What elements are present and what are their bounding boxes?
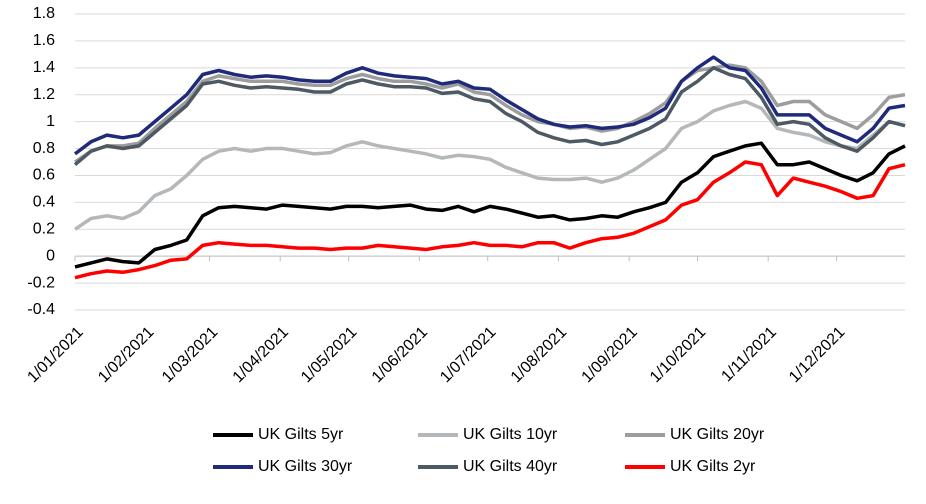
x-tick-label: 1/06/2021 [369, 324, 431, 386]
x-tick-label: 1/02/2021 [95, 324, 157, 386]
legend-label: UK Gilts 2yr [670, 458, 756, 475]
series-line [74, 99, 906, 231]
legend-label: UK Gilts 10yr [463, 426, 558, 443]
x-tick-label: 1/03/2021 [159, 324, 221, 386]
y-tick-label: 1.2 [33, 86, 55, 103]
x-tick-label: 1/09/2021 [579, 324, 641, 386]
legend-label: UK Gilts 30yr [258, 458, 353, 475]
y-tick-label: 0.4 [33, 194, 55, 211]
series-line [73, 55, 906, 156]
x-tick-label: 1/05/2021 [298, 324, 360, 386]
series-line [73, 66, 906, 167]
x-tick-label: 1/07/2021 [437, 324, 499, 386]
series-line [74, 63, 906, 164]
y-tick-label: -0.2 [27, 274, 55, 291]
series-line [74, 160, 906, 280]
legend-label: UK Gilts 20yr [670, 426, 765, 443]
y-tick-label: 1.6 [33, 32, 55, 49]
x-tick-label: 1/10/2021 [647, 324, 709, 386]
x-tick-label: 1/01/2021 [24, 324, 86, 386]
y-tick-label: 0.6 [33, 167, 55, 184]
y-tick-label: 1.8 [33, 5, 55, 22]
series-line [74, 141, 906, 269]
x-tick-label: 1/11/2021 [718, 324, 780, 386]
x-tick-label: 1/12/2021 [786, 324, 848, 386]
y-tick-label: 1.4 [33, 59, 55, 76]
y-tick-label: 0.8 [33, 140, 55, 157]
y-tick-label: 0 [46, 247, 55, 264]
x-tick-label: 1/04/2021 [230, 324, 292, 386]
x-tick-label: 1/08/2021 [508, 324, 570, 386]
legend-label: UK Gilts 40yr [463, 458, 558, 475]
y-tick-label: -0.4 [27, 301, 55, 318]
legend-label: UK Gilts 5yr [258, 426, 344, 443]
y-tick-label: 1 [46, 113, 55, 130]
y-tick-label: 0.2 [33, 220, 55, 237]
